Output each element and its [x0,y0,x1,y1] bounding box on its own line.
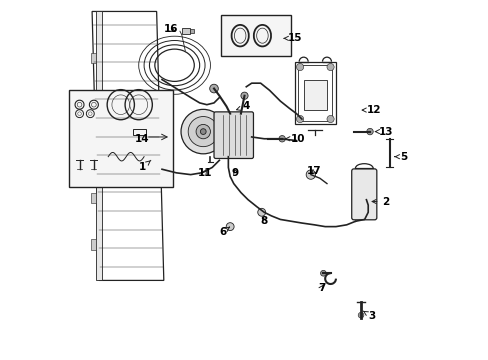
Text: 8: 8 [260,216,267,226]
Circle shape [226,223,234,230]
Bar [91,96,96,107]
Circle shape [366,129,372,135]
Bar [298,65,332,121]
Circle shape [188,117,218,147]
Text: 3: 3 [362,311,375,321]
Text: 7: 7 [317,283,325,293]
Text: 4: 4 [236,102,249,112]
Text: 13: 13 [375,127,393,136]
Bar [91,193,96,203]
Text: 6: 6 [219,227,229,237]
Bar [91,239,96,250]
Bar [189,30,194,33]
Circle shape [181,109,225,154]
Circle shape [326,63,333,71]
FancyBboxPatch shape [214,112,253,158]
Circle shape [296,63,303,71]
Circle shape [305,170,315,179]
Text: 16: 16 [163,24,178,35]
Circle shape [296,116,303,123]
Bar [303,80,326,110]
Text: 14: 14 [135,134,149,144]
Circle shape [196,125,210,139]
Circle shape [357,312,363,318]
Circle shape [241,92,247,99]
Text: 17: 17 [306,166,321,176]
Bar [294,62,335,125]
FancyBboxPatch shape [351,169,376,220]
Circle shape [320,270,325,276]
Bar [91,146,96,157]
Circle shape [200,129,206,134]
Text: 12: 12 [362,105,380,115]
Text: 9: 9 [231,168,239,178]
Text: 11: 11 [198,168,212,178]
Circle shape [257,208,265,216]
Bar [69,90,172,187]
Text: 5: 5 [394,152,407,162]
Text: 2: 2 [371,197,389,207]
Circle shape [278,135,285,142]
Circle shape [326,116,333,123]
Bar [182,28,189,34]
Bar [133,129,145,135]
Text: 1: 1 [139,160,150,172]
Bar [96,12,102,280]
Text: 10: 10 [285,134,305,144]
Bar [91,53,96,63]
Text: 15: 15 [284,33,301,43]
Bar [221,15,290,56]
Circle shape [209,84,218,93]
